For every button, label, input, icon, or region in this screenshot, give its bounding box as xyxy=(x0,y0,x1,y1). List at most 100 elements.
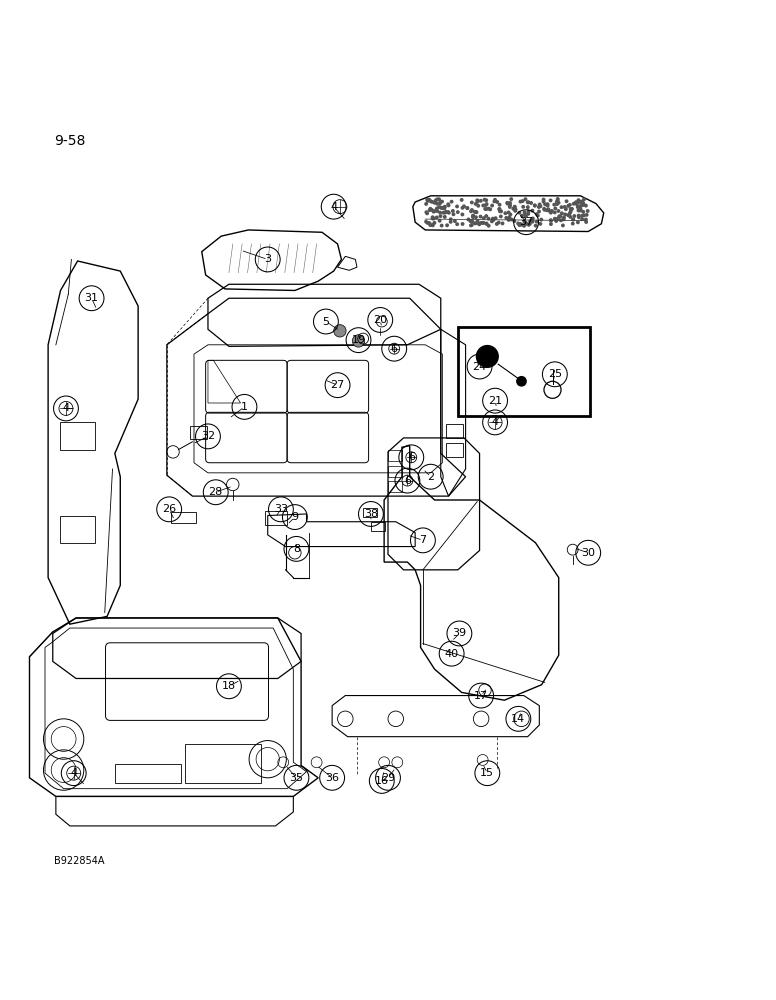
Circle shape xyxy=(484,203,488,207)
Circle shape xyxy=(562,216,566,219)
Circle shape xyxy=(537,210,541,213)
Circle shape xyxy=(564,207,568,211)
Circle shape xyxy=(546,204,549,208)
Circle shape xyxy=(431,215,435,219)
Text: 6: 6 xyxy=(404,476,411,486)
Circle shape xyxy=(559,214,563,218)
Circle shape xyxy=(527,210,531,213)
Circle shape xyxy=(565,199,569,203)
Circle shape xyxy=(437,205,441,209)
Bar xyxy=(363,508,377,517)
Circle shape xyxy=(435,202,439,206)
Circle shape xyxy=(481,204,485,207)
Circle shape xyxy=(484,214,488,218)
Circle shape xyxy=(510,218,514,221)
Circle shape xyxy=(537,205,541,209)
Circle shape xyxy=(479,215,483,219)
Circle shape xyxy=(425,198,429,202)
Circle shape xyxy=(495,222,499,226)
Circle shape xyxy=(553,217,556,221)
Circle shape xyxy=(475,221,479,225)
Bar xyxy=(446,424,463,438)
Circle shape xyxy=(577,209,580,212)
Circle shape xyxy=(555,202,559,206)
Circle shape xyxy=(447,203,451,207)
Circle shape xyxy=(517,377,526,386)
Circle shape xyxy=(526,205,530,209)
Circle shape xyxy=(513,209,517,213)
Circle shape xyxy=(493,200,497,203)
Circle shape xyxy=(521,199,525,203)
Circle shape xyxy=(462,204,466,208)
Circle shape xyxy=(526,200,530,204)
Circle shape xyxy=(577,200,580,204)
Bar xyxy=(371,522,385,531)
Circle shape xyxy=(469,201,473,204)
Circle shape xyxy=(426,199,430,203)
Circle shape xyxy=(509,197,513,201)
Circle shape xyxy=(442,206,446,210)
Circle shape xyxy=(431,200,435,204)
Circle shape xyxy=(451,209,455,213)
Circle shape xyxy=(538,203,542,206)
Text: 39: 39 xyxy=(452,628,466,638)
Text: 27: 27 xyxy=(331,380,345,390)
Circle shape xyxy=(574,200,578,204)
Circle shape xyxy=(491,217,495,221)
Circle shape xyxy=(473,221,476,225)
Circle shape xyxy=(543,202,547,206)
Circle shape xyxy=(498,209,502,213)
Circle shape xyxy=(444,210,448,214)
Circle shape xyxy=(433,201,437,204)
Circle shape xyxy=(469,223,473,227)
Circle shape xyxy=(518,222,522,226)
Circle shape xyxy=(443,215,447,219)
Circle shape xyxy=(438,219,442,223)
Circle shape xyxy=(430,208,434,212)
Circle shape xyxy=(518,223,521,227)
Circle shape xyxy=(580,202,584,206)
Circle shape xyxy=(440,200,444,203)
Circle shape xyxy=(579,208,583,212)
Circle shape xyxy=(531,217,535,220)
Circle shape xyxy=(529,201,533,205)
Circle shape xyxy=(553,203,556,207)
Circle shape xyxy=(476,200,480,204)
Text: B922854A: B922854A xyxy=(54,856,105,866)
Text: 38: 38 xyxy=(364,509,378,519)
Circle shape xyxy=(473,210,476,214)
Circle shape xyxy=(435,207,438,211)
Circle shape xyxy=(485,222,489,226)
Circle shape xyxy=(576,205,580,209)
Circle shape xyxy=(524,197,528,201)
Circle shape xyxy=(456,222,459,226)
Circle shape xyxy=(581,203,585,207)
Text: 1: 1 xyxy=(241,402,248,412)
Circle shape xyxy=(507,211,511,214)
Circle shape xyxy=(488,207,492,211)
Circle shape xyxy=(431,217,435,220)
Circle shape xyxy=(539,204,542,208)
Text: 33: 33 xyxy=(274,504,288,514)
Circle shape xyxy=(435,215,438,219)
Circle shape xyxy=(426,221,430,225)
Circle shape xyxy=(569,207,573,211)
Text: 16: 16 xyxy=(375,776,389,786)
Circle shape xyxy=(504,211,508,215)
Circle shape xyxy=(549,219,553,223)
Circle shape xyxy=(582,213,586,217)
Bar xyxy=(115,764,181,783)
Circle shape xyxy=(571,217,575,221)
Circle shape xyxy=(581,210,585,214)
Circle shape xyxy=(553,210,556,214)
Circle shape xyxy=(584,204,588,208)
Circle shape xyxy=(483,207,487,211)
Circle shape xyxy=(497,203,501,207)
Circle shape xyxy=(474,215,478,219)
Circle shape xyxy=(566,213,570,217)
Circle shape xyxy=(568,203,572,207)
Circle shape xyxy=(505,201,509,205)
Circle shape xyxy=(559,205,563,209)
Circle shape xyxy=(428,221,431,225)
Text: 6: 6 xyxy=(390,344,398,354)
